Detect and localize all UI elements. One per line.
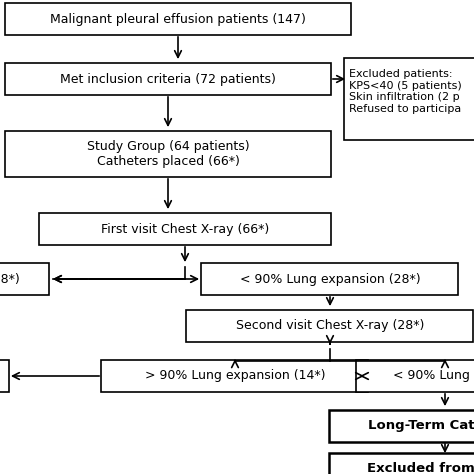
- FancyBboxPatch shape: [344, 58, 474, 140]
- Text: < 90% Lung expansion (28*): < 90% Lung expansion (28*): [240, 273, 420, 285]
- FancyBboxPatch shape: [4, 131, 331, 177]
- Text: Malignant pleural effusion patients (147): Malignant pleural effusion patients (147…: [50, 12, 306, 26]
- FancyBboxPatch shape: [329, 453, 474, 474]
- FancyBboxPatch shape: [201, 263, 458, 295]
- Text: First visit Chest X-ray (66*): First visit Chest X-ray (66*): [101, 222, 269, 236]
- Text: < 90% Lung exp: < 90% Lung exp: [393, 370, 474, 383]
- FancyBboxPatch shape: [0, 263, 48, 295]
- Text: Met inclusion criteria (72 patients): Met inclusion criteria (72 patients): [60, 73, 276, 85]
- FancyBboxPatch shape: [101, 360, 368, 392]
- Text: Second visit Chest X-ray (28*): Second visit Chest X-ray (28*): [236, 319, 424, 332]
- FancyBboxPatch shape: [186, 310, 474, 342]
- Text: Study Group (64 patients)
Catheters placed (66*): Study Group (64 patients) Catheters plac…: [87, 140, 249, 168]
- FancyBboxPatch shape: [0, 360, 9, 392]
- FancyBboxPatch shape: [356, 360, 474, 392]
- Text: expansion (38*): expansion (38*): [0, 273, 20, 285]
- Text: Excluded from Tr: Excluded from Tr: [367, 463, 474, 474]
- Text: Excluded patients:
KPS<40 (5 patients)
Skin infiltration (2 p
Refused to partici: Excluded patients: KPS<40 (5 patients) S…: [349, 69, 462, 114]
- FancyBboxPatch shape: [329, 410, 474, 442]
- FancyBboxPatch shape: [39, 213, 331, 245]
- FancyBboxPatch shape: [4, 63, 331, 95]
- FancyBboxPatch shape: [4, 3, 352, 35]
- Text: > 90% Lung expansion (14*): > 90% Lung expansion (14*): [145, 370, 325, 383]
- Text: Long-Term Cathe: Long-Term Cathe: [367, 419, 474, 432]
